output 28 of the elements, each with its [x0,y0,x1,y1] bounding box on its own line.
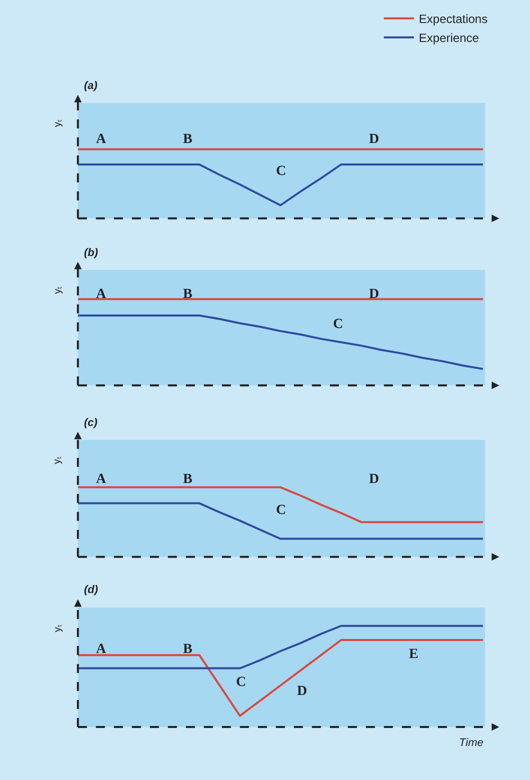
annotation: C [276,503,286,518]
text: D [369,132,380,147]
text: A [96,132,107,147]
annotation: C [276,164,286,179]
y-axis-title: yₜ [52,286,64,294]
text: B [183,132,192,147]
annotation: D [369,287,380,302]
chart-title: (b) [84,247,98,259]
y-axis-title: yₜ [52,456,64,464]
y-axis-title: yₜ [52,119,64,128]
text: D [369,472,380,487]
legend-label: Expectations [418,12,488,26]
annotation: C [236,675,246,690]
annotation: E [409,647,418,662]
legend-label: Experience [418,31,480,46]
annotation: C [333,317,344,332]
y-axis-title: yₜ [52,624,64,632]
chart-title: (a) [84,80,98,92]
annotation: A [96,287,107,302]
x-axis-title: Time [459,737,484,749]
text: A [96,472,107,487]
text: B [183,472,192,487]
annotation: B [183,287,192,302]
annotation: D [297,684,308,699]
annotation: B [183,642,192,657]
chart-title: (c) [84,417,98,429]
annotation: A [96,642,107,657]
chart-title: (d) [84,584,98,596]
